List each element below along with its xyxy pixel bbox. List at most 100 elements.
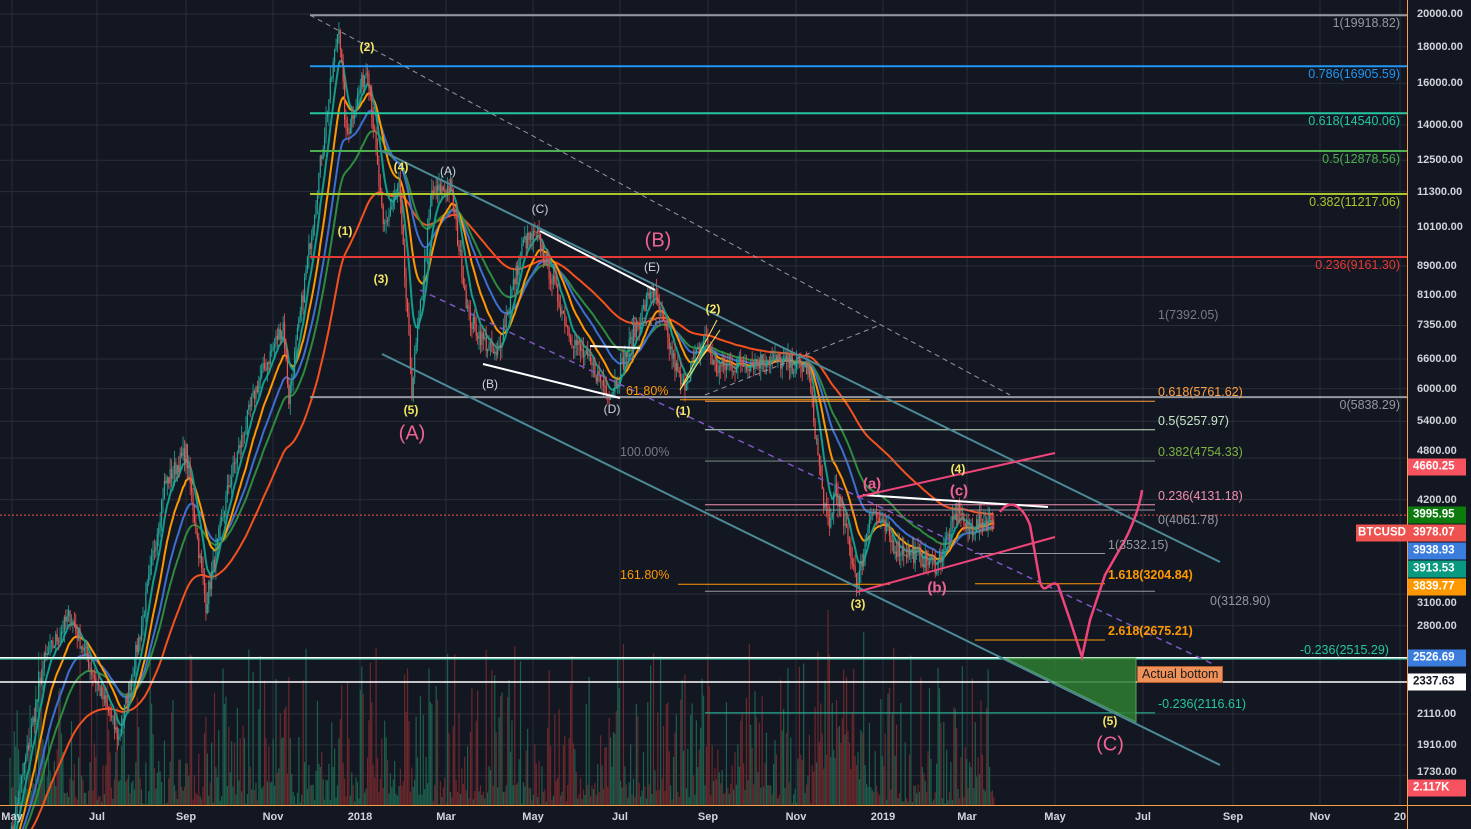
price-tick-label: 12500.00 [1417, 154, 1463, 167]
candle-body [818, 454, 820, 466]
wave-fan-line [679, 329, 721, 391]
volume-bar [239, 738, 241, 805]
candle-body [843, 507, 845, 526]
volume-bar [442, 787, 444, 805]
channel-upper-line [379, 149, 1221, 563]
candle-body [521, 243, 523, 257]
volume-bar [88, 790, 90, 805]
volume-bar [552, 795, 554, 805]
volume-bar [405, 711, 407, 805]
volume-bar [748, 643, 750, 805]
volume-bar [16, 710, 18, 805]
volume-bar [591, 785, 593, 805]
candle-body [660, 309, 662, 312]
candle-body [738, 357, 740, 363]
volume-bar [58, 691, 60, 805]
volume-bar [444, 777, 446, 805]
candle-body [710, 352, 712, 355]
candle-body [258, 381, 260, 393]
volume-bar [811, 765, 813, 805]
volume-bar [602, 788, 605, 805]
volume-bar [581, 799, 583, 805]
candle-body [303, 277, 306, 303]
candle-body [225, 495, 227, 513]
candle-body [146, 583, 148, 592]
volume-bar [261, 788, 263, 805]
volume-bar [381, 738, 383, 805]
volume-bar [143, 804, 146, 805]
candle-body [685, 383, 687, 391]
candle-body [452, 190, 454, 210]
volume-bar [372, 764, 374, 805]
volume-bar [564, 736, 566, 805]
volume-bar [515, 784, 517, 805]
candle-body [405, 277, 407, 299]
wave-fan-line [679, 319, 718, 391]
volume-bar [751, 747, 753, 805]
candle-body [305, 270, 307, 278]
volume-bar [249, 766, 251, 805]
candle-body [805, 362, 808, 375]
volume-bar [52, 777, 54, 805]
candle-body [255, 385, 257, 400]
candle-body [248, 404, 250, 411]
volume-bar [687, 748, 689, 805]
volume-bar [436, 699, 439, 805]
candle-body [926, 550, 928, 561]
volume-bar [229, 772, 231, 805]
volume-bar [312, 784, 314, 805]
volume-bar [761, 695, 763, 805]
candle-body [694, 352, 696, 361]
volume-bar [817, 651, 819, 805]
candle-body [542, 244, 544, 260]
volume-bar [153, 767, 156, 805]
volume-bar [655, 790, 657, 805]
volume-bar [878, 795, 881, 805]
volume-bar [155, 788, 157, 805]
candle-body [784, 355, 786, 358]
price-tick-label: 10100.00 [1417, 220, 1463, 233]
volume-bar [335, 797, 337, 805]
volume-bar [206, 753, 208, 805]
candle-body [495, 351, 497, 356]
volume-bar [318, 764, 320, 805]
candle-body [584, 354, 586, 357]
volume-bar [286, 773, 289, 805]
candle-body [577, 340, 579, 346]
volume-bar [976, 776, 978, 805]
actual-bottom-note[interactable]: Actual bottom [1137, 666, 1224, 683]
candle-body [428, 216, 430, 229]
candle-body [29, 738, 31, 749]
volume-bar [607, 786, 609, 805]
candle-body [964, 522, 966, 527]
fib-level-label: 0.382(4754.33) [1158, 445, 1243, 460]
volume-bar [990, 791, 992, 805]
volume-bar [977, 757, 979, 805]
candle-body [918, 548, 921, 552]
candle-body [414, 353, 416, 378]
time-tick-label: 2019 [870, 811, 896, 823]
volume-bar [682, 750, 685, 805]
volume-bar [732, 789, 735, 805]
candle-body [418, 310, 420, 329]
candle-body [188, 464, 190, 469]
volume-bar [545, 801, 547, 805]
candle-body [948, 533, 951, 540]
volume-bar [640, 796, 642, 805]
volume-bar [658, 789, 660, 805]
candle-body [175, 462, 177, 475]
volume-bar [880, 699, 882, 805]
candle-body [442, 186, 444, 191]
volume-bar [753, 784, 755, 805]
candle-body [361, 74, 363, 89]
volume-bar [375, 648, 377, 805]
volume-bar [409, 792, 411, 805]
volume-bar [527, 728, 529, 805]
time-tick-label: May [1044, 811, 1066, 823]
candle-body [38, 683, 40, 700]
candle-body [986, 520, 988, 530]
wave-label: (b) [927, 579, 947, 597]
volume-bar [630, 744, 632, 805]
candle-body [176, 465, 178, 475]
